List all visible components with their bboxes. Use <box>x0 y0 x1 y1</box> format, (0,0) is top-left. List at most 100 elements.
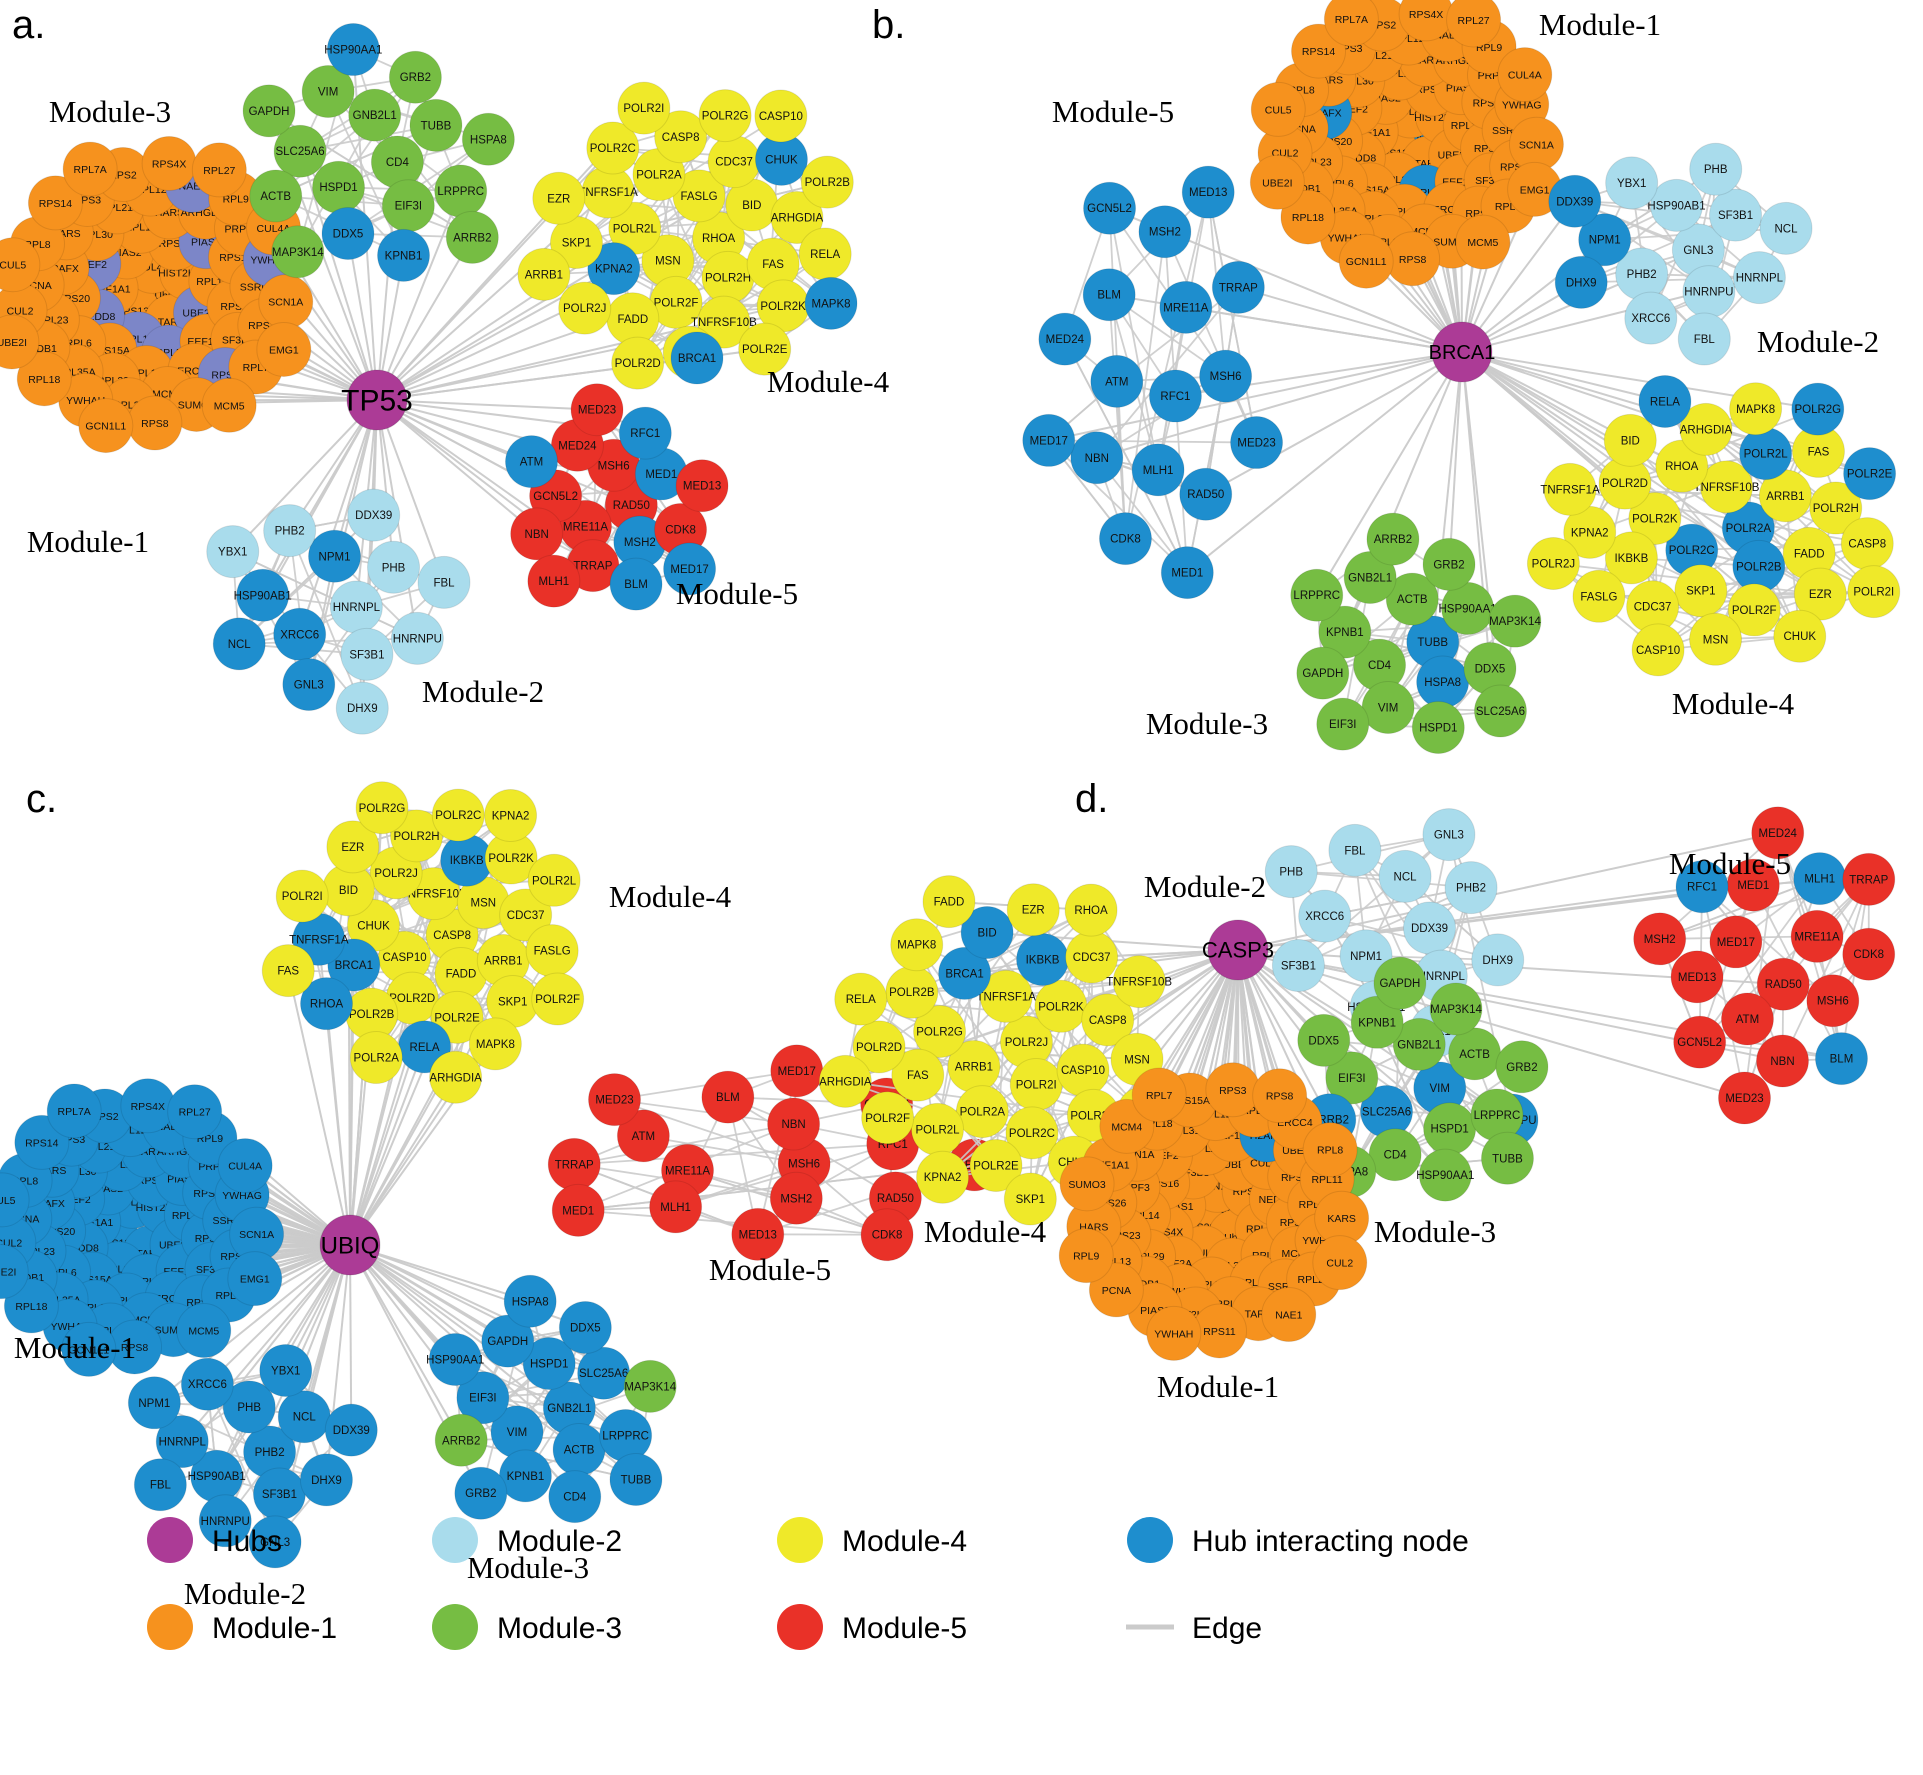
node-RHOA[interactable] <box>1064 883 1118 937</box>
node-RPS3[interactable] <box>1205 1062 1261 1118</box>
node-DDX39[interactable] <box>1403 901 1457 955</box>
node-MLH1[interactable] <box>649 1180 703 1234</box>
node-MLH1[interactable] <box>527 554 581 608</box>
node-HSPD1[interactable] <box>1423 1102 1477 1156</box>
node-RPL9[interactable] <box>1058 1228 1114 1284</box>
node-NBN[interactable] <box>510 507 564 561</box>
node-FBL[interactable] <box>1328 823 1382 877</box>
node-LRPPRC[interactable] <box>1290 568 1344 622</box>
node-EIF3I[interactable] <box>456 1371 510 1425</box>
node-GRB2[interactable] <box>1495 1040 1549 1094</box>
node-MED23[interactable] <box>570 383 624 437</box>
node-CDK8[interactable] <box>1098 512 1152 566</box>
node-DDX39[interactable] <box>347 488 401 542</box>
node-POLR2J[interactable] <box>558 281 612 335</box>
node-NCL[interactable] <box>277 1390 331 1444</box>
node-NBN[interactable] <box>1756 1034 1810 1088</box>
node-MED23[interactable] <box>1717 1071 1771 1125</box>
node-GNB2L1[interactable] <box>1392 1017 1446 1071</box>
node-POLR2D[interactable] <box>852 1020 906 1074</box>
node-TUBB[interactable] <box>409 98 463 152</box>
node-POLR2C[interactable] <box>1005 1106 1059 1160</box>
node-NAE1[interactable] <box>1261 1287 1317 1343</box>
node-GNL3[interactable] <box>248 1515 302 1569</box>
node-RPS8[interactable] <box>1385 231 1441 287</box>
node-RAD50[interactable] <box>1756 957 1810 1011</box>
node-MED13[interactable] <box>675 459 729 513</box>
node-RPL27[interactable] <box>167 1084 223 1140</box>
node-SF3B1[interactable] <box>252 1467 306 1521</box>
node-RPL27[interactable] <box>1446 0 1502 48</box>
node-MAPK8[interactable] <box>890 918 944 972</box>
node-YBX1[interactable] <box>206 525 260 579</box>
node-BLM[interactable] <box>609 557 663 611</box>
node-KPNB1[interactable] <box>377 228 431 282</box>
node-MLH1[interactable] <box>1131 443 1185 497</box>
node-MSN[interactable] <box>1689 612 1743 666</box>
node-FBL[interactable] <box>133 1458 187 1512</box>
node-FBL[interactable] <box>417 555 471 609</box>
node-YWHAH[interactable] <box>1146 1305 1202 1361</box>
node-MAP3K14[interactable] <box>623 1359 677 1413</box>
node-SF3B1[interactable] <box>1709 188 1763 242</box>
node-XRCC6[interactable] <box>1624 291 1678 345</box>
node-RHOA[interactable] <box>1655 439 1709 493</box>
node-LRPPRC[interactable] <box>599 1408 653 1462</box>
node-MSH6[interactable] <box>1806 974 1860 1028</box>
node-EIF3I[interactable] <box>381 179 435 233</box>
node-TNFRSF1A[interactable] <box>1543 462 1597 516</box>
node-HSPA8[interactable] <box>503 1274 557 1328</box>
node-MED17[interactable] <box>770 1044 824 1098</box>
node-DDX5[interactable] <box>321 207 375 261</box>
node-CUL4A[interactable] <box>1497 47 1553 103</box>
node-POLR2G[interactable] <box>698 89 752 143</box>
node-DDX5[interactable] <box>558 1301 612 1355</box>
node-SLC25A6[interactable] <box>577 1346 631 1400</box>
node-MED1[interactable] <box>1726 858 1780 912</box>
node-MSH6[interactable] <box>1199 349 1253 403</box>
node-FAS[interactable] <box>261 944 315 998</box>
node-ACTB[interactable] <box>1448 1027 1502 1081</box>
node-BID[interactable] <box>1603 413 1657 467</box>
node-MAPK8[interactable] <box>1729 382 1783 436</box>
node-RPL8[interactable] <box>1302 1122 1358 1178</box>
node-ATM[interactable] <box>504 435 558 489</box>
node-HSPD1[interactable] <box>1411 700 1465 754</box>
node-FBL[interactable] <box>1677 312 1731 366</box>
node-GCN1L1[interactable] <box>1338 233 1394 289</box>
node-XRCC6[interactable] <box>1298 889 1352 943</box>
node-SLC25A6[interactable] <box>1473 684 1527 738</box>
node-MSH2[interactable] <box>1633 912 1687 966</box>
node-POLR2I[interactable] <box>1009 1058 1063 1112</box>
node-FADD[interactable] <box>922 875 976 929</box>
node-HSPA8[interactable] <box>461 112 515 166</box>
node-CHUK[interactable] <box>1773 609 1827 663</box>
node-DDX39[interactable] <box>1548 174 1602 228</box>
node-TNFRSF10B[interactable] <box>1112 955 1166 1009</box>
node-RPS8[interactable] <box>1252 1068 1308 1124</box>
node-CASP10[interactable] <box>754 89 808 143</box>
node-FASLG[interactable] <box>1572 569 1626 623</box>
node-POLR2J[interactable] <box>1526 536 1580 590</box>
node-DHX9[interactable] <box>1471 933 1525 987</box>
node-MED1[interactable] <box>551 1183 605 1237</box>
hub-UBIQ[interactable] <box>319 1214 381 1276</box>
node-MED17[interactable] <box>1022 413 1076 467</box>
node-MAP3K14[interactable] <box>271 225 325 279</box>
node-GAPDH[interactable] <box>1296 646 1350 700</box>
node-HSP90AA1[interactable] <box>428 1332 482 1386</box>
node-CD4[interactable] <box>370 135 424 189</box>
node-EZR[interactable] <box>326 820 380 874</box>
node-EMG1[interactable] <box>256 321 312 377</box>
node-HNRNPL[interactable] <box>155 1415 209 1469</box>
node-CUL5[interactable] <box>0 1172 30 1228</box>
node-POLR2L[interactable] <box>1739 427 1793 481</box>
node-PHB[interactable] <box>1264 845 1318 899</box>
node-BLM[interactable] <box>1814 1032 1868 1086</box>
node-GNB2L1[interactable] <box>348 88 402 142</box>
node-GRB2[interactable] <box>1422 537 1476 591</box>
node-GRB2[interactable] <box>388 50 442 104</box>
node-RPS8[interactable] <box>127 395 183 451</box>
node-RPL18[interactable] <box>1280 189 1336 245</box>
node-GCN1L1[interactable] <box>61 1321 117 1377</box>
